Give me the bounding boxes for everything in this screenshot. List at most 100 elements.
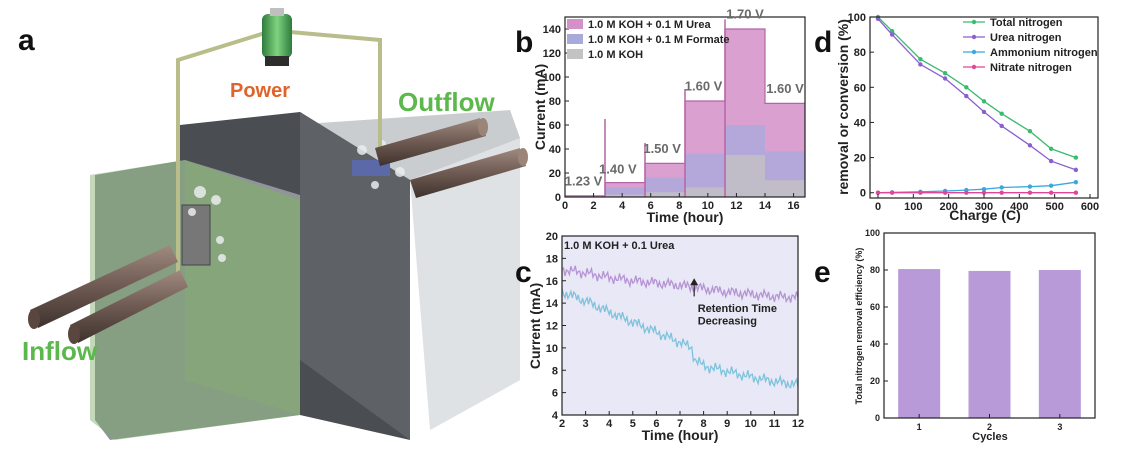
d-xtick-label: 200: [939, 201, 957, 213]
panel-label-c: c: [515, 256, 532, 289]
d-point: [875, 16, 881, 21]
c-ytick-label: 6: [552, 388, 558, 400]
c-annotation-line1: Retention Time: [698, 303, 777, 315]
d-legend-marker: [971, 64, 977, 70]
d-point: [1027, 129, 1033, 134]
d-series-line: [877, 181, 1076, 194]
b-voltage-label: 1.70 V: [726, 7, 764, 22]
b-legend-swatch: [567, 49, 583, 59]
d-ylabel: removal or conversion (%): [835, 19, 851, 195]
b-xtick-label: 8: [676, 200, 682, 212]
c-xtick-label: 11: [769, 418, 781, 430]
d-xtick-label: 400: [1010, 201, 1028, 213]
d-frame: [869, 16, 1099, 199]
inflow-pipes: [28, 245, 188, 344]
d-point: [1073, 190, 1079, 195]
b-frame: [564, 16, 806, 198]
e-ytick-label: 20: [870, 376, 880, 386]
b-voltage-label: 1.60 V: [685, 79, 723, 94]
e-bar: [898, 269, 941, 418]
panel-label-b: b: [515, 26, 533, 59]
d-point: [999, 111, 1004, 116]
c-ytick-label: 10: [546, 343, 558, 355]
c-annotation-line2: Decreasing: [698, 315, 757, 327]
d-point: [964, 85, 969, 90]
wire-right: [289, 30, 382, 158]
b-xlabel: Time (hour): [647, 209, 724, 225]
c-background: [562, 236, 798, 415]
c-xtick-label: 4: [606, 418, 613, 430]
b-legend-label: 1.0 M KOH + 0.1 M Urea: [588, 19, 711, 31]
d-point: [918, 190, 923, 195]
c-xtick-label: 7: [677, 418, 683, 430]
d-point: [964, 93, 969, 99]
e-xtick-label: 1: [917, 422, 922, 432]
e-ytick-label: 80: [870, 265, 880, 275]
c-xtick-label: 10: [745, 418, 757, 430]
d-point: [1027, 143, 1033, 148]
b-voltage-label: 1.50 V: [643, 141, 681, 156]
b-ytick-label: 0: [555, 192, 561, 204]
d-point: [999, 185, 1004, 190]
electrode-left: [181, 204, 211, 266]
c-legend: 1.0 M KOH + 0.1 Urea: [564, 240, 675, 252]
b-legend-swatch: [567, 19, 583, 29]
d-point: [1027, 190, 1033, 195]
d-series-line: [877, 18, 1077, 171]
inflow-label: Inflow: [22, 336, 98, 366]
c-series-urea: [561, 265, 799, 304]
b-ytick-label: 60: [549, 120, 561, 132]
d-point: [1048, 190, 1054, 195]
d-point: [942, 71, 948, 76]
d-point: [1073, 155, 1079, 160]
b-xtick-label: 16: [787, 200, 799, 212]
d-xtick-label: 100: [904, 201, 922, 213]
d-legend-label: Ammonium nitrogen: [990, 47, 1098, 59]
d-ytick-label: 20: [854, 153, 866, 165]
d-legend-marker: [971, 49, 977, 55]
b-ytick-label: 20: [549, 168, 561, 180]
c-ytick-label: 4: [552, 410, 559, 422]
d-legend-label: Total nitrogen: [990, 17, 1063, 29]
panel-d: d Total nitrogen Urea nitrogen Ammonium ni…: [814, 12, 1099, 223]
d-ytick-label: 0: [860, 188, 866, 200]
panel-c-plot: 2 3 4 5 6 7 8 9 10 11 12 4 6 8 10 12 14 16 18 20 1.0 M KOH +…: [527, 231, 804, 443]
d-point: [918, 56, 923, 62]
power-label: Power: [230, 80, 290, 102]
d-point: [964, 190, 969, 195]
d-point: [918, 62, 923, 67]
d-point: [981, 109, 987, 115]
e-bar: [968, 270, 1011, 418]
b-ytick-label: 100: [543, 72, 561, 84]
panel-c: c 2 3 4 5 6 7 8 9 10 11 12 4 6 8 10 12 14 16 18 20 1.0 M KOH…: [515, 231, 804, 443]
b-xtick-label: 12: [730, 200, 742, 212]
panel-e-plot: 1 2 3 0 20 40 60 80 100 Cycles Total nitrogen remo…: [854, 228, 1096, 443]
c-ytick-label: 12: [546, 321, 558, 333]
b-xtick-label: 4: [619, 200, 626, 212]
c-ytick-label: 16: [546, 276, 558, 288]
panel-a-schematic: a Power Outflow Inflow: [18, 8, 528, 440]
c-series-control: [561, 288, 799, 389]
b-ytick-label: 120: [543, 48, 561, 60]
d-xtick-label: 300: [975, 201, 993, 213]
d-point: [889, 32, 895, 37]
green-chamber: [90, 160, 300, 440]
d-xtick-label: 0: [875, 201, 881, 213]
d-point: [1048, 158, 1054, 164]
d-point: [1048, 146, 1054, 151]
e-bar: [1038, 270, 1081, 418]
d-point: [875, 190, 881, 195]
b-ylabel: Current (mA): [532, 64, 548, 150]
b-urea-line: [565, 28, 805, 197]
e-ytick-label: 100: [865, 228, 880, 238]
c-ylabel: Current (mA): [527, 283, 543, 369]
d-ytick-label: 40: [854, 117, 866, 129]
panel-e: e 1 2 3 0 20 40 60 80 100 Cycles Total nitrogen re…: [814, 228, 1096, 443]
b-ytick-label: 40: [549, 144, 561, 156]
c-arrow-head: [690, 278, 699, 286]
left-box: [95, 160, 300, 440]
c-ytick-label: 14: [546, 298, 559, 310]
c-ytick-label: 8: [552, 365, 558, 377]
c-xtick-label: 9: [724, 418, 730, 430]
c-xtick-label: 6: [653, 418, 659, 430]
